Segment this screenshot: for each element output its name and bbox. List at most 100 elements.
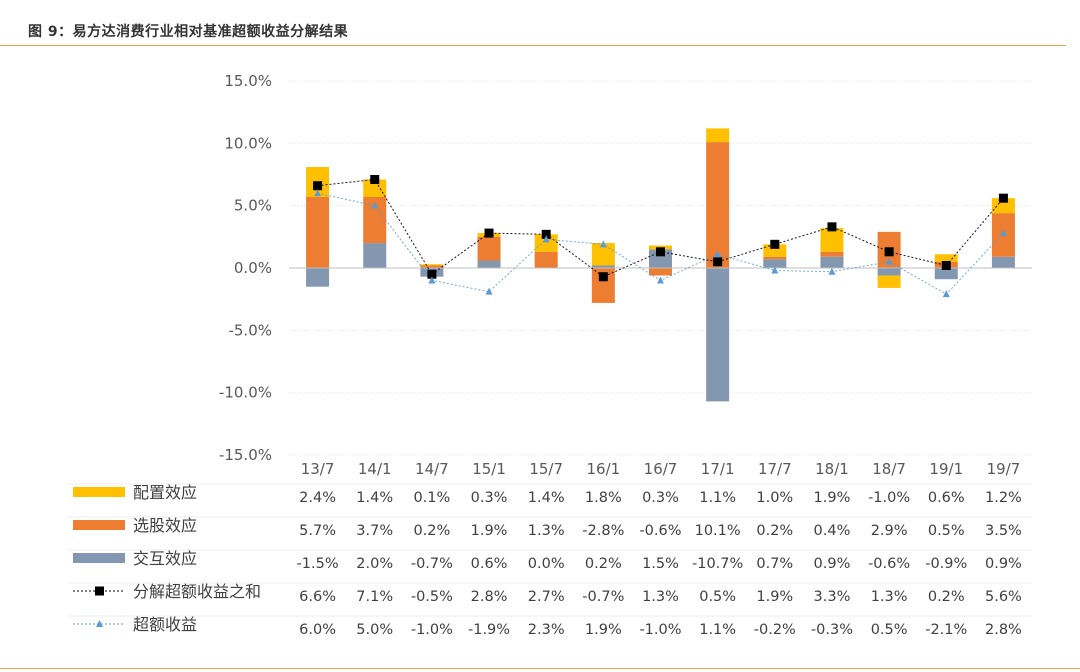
legend-swatch [73, 553, 125, 563]
legend-swatch [73, 520, 125, 530]
data-label: 5.7% [299, 523, 336, 539]
data-label: 0.5% [871, 622, 908, 638]
y-tick-label: -15.0% [219, 446, 272, 464]
data-label: 0.9% [985, 556, 1022, 572]
legend-swatch [73, 487, 125, 497]
bar-allocation [763, 244, 787, 257]
legend-label: 选股效应 [133, 516, 197, 535]
decomposed-sum-point [827, 222, 837, 232]
data-label: -1.0% [868, 490, 910, 506]
legend-label: 配置效应 [133, 483, 197, 502]
legend-marker-square [95, 586, 104, 596]
decomposed-sum-point [427, 269, 437, 279]
x-tick-label: 17/7 [758, 460, 792, 478]
data-label: -0.2% [754, 622, 796, 638]
data-label: 10.1% [695, 523, 741, 539]
data-label: 1.9% [756, 589, 793, 605]
data-label: 0.2% [756, 523, 793, 539]
decomposed-sum-point [541, 229, 551, 239]
data-label: 1.1% [699, 622, 736, 638]
data-label: 5.0% [356, 622, 393, 638]
bar-allocation [420, 264, 444, 266]
data-label: 0.5% [928, 523, 965, 539]
x-tick-label: 16/7 [644, 460, 678, 478]
data-label: -0.7% [582, 589, 624, 605]
bar-allocation [991, 198, 1015, 214]
bar-allocation [877, 275, 901, 288]
data-label: -2.8% [582, 523, 624, 539]
bar-allocation [591, 243, 615, 266]
bar-interaction [477, 260, 501, 268]
data-label: -0.9% [925, 556, 967, 572]
decomposed-sum-point [598, 272, 608, 282]
legend-label: 分解超额收益之和 [133, 582, 261, 601]
bar-selection [763, 256, 787, 260]
decomposed-sum-point [713, 257, 723, 267]
data-label: 3.7% [356, 523, 393, 539]
data-label: 1.1% [699, 490, 736, 506]
bar-interaction [591, 265, 615, 268]
excess-return-point [314, 189, 322, 197]
bar-selection [363, 196, 387, 244]
figure-header: 图 9：易方达消费行业相对基准超额收益分解结果 [0, 0, 1066, 46]
excess-return-point [657, 276, 664, 284]
data-label: 0.0% [528, 556, 565, 572]
data-label: 1.4% [356, 490, 393, 506]
x-tick-label: 15/1 [472, 460, 506, 478]
data-label: 0.3% [471, 490, 508, 506]
bar-selection [306, 196, 330, 268]
y-tick-label: 5.0% [234, 197, 272, 215]
bar-selection [820, 251, 844, 257]
bar-selection [477, 236, 501, 261]
bar-selection [649, 268, 672, 276]
data-label: 2.3% [528, 622, 565, 638]
x-tick-label: 15/7 [529, 460, 563, 478]
excess-return-point [885, 257, 893, 265]
bar-selection [706, 142, 730, 268]
excess-return-point [371, 201, 379, 209]
bar-allocation [534, 234, 558, 252]
x-tick-label: 16/1 [587, 460, 621, 478]
bar-allocation [363, 179, 387, 197]
bar-allocation [934, 254, 958, 262]
data-label: -0.3% [811, 622, 853, 638]
data-label: -0.5% [411, 589, 453, 605]
legend-marker-triangle [96, 620, 103, 627]
data-label: -0.7% [411, 556, 453, 572]
data-label: 0.5% [699, 589, 736, 605]
x-tick-label: 19/7 [987, 460, 1021, 478]
data-label: 0.6% [928, 490, 965, 506]
decomposed-sum-point [941, 261, 951, 271]
data-label: 5.6% [985, 589, 1022, 605]
data-label: 1.4% [528, 490, 565, 506]
data-label: 0.2% [928, 589, 965, 605]
excess-return-point [999, 229, 1007, 237]
data-label: -0.6% [868, 556, 910, 572]
y-axis-ticks: 15.0% 10.0% 5.0% 0.0% -5.0% -10.0% -15.0% [219, 72, 272, 464]
excess-return-point [828, 267, 836, 275]
bar-selection [591, 268, 615, 303]
data-label: 1.3% [528, 523, 565, 539]
data-label: 6.6% [299, 589, 336, 605]
decomposed-sum-point [770, 239, 780, 249]
data-label: 6.0% [299, 622, 336, 638]
data-label: -10.7% [692, 556, 743, 572]
excess-return-point [714, 250, 722, 258]
x-tick-label: 19/1 [929, 460, 963, 478]
excess-return-point [428, 276, 436, 284]
data-label: 2.8% [985, 622, 1022, 638]
data-label: 1.3% [871, 589, 908, 605]
data-label: 1.2% [985, 490, 1022, 506]
data-label: 0.2% [413, 523, 450, 539]
y-tick-label: 0.0% [234, 259, 272, 277]
decomposed-sum-point [484, 228, 494, 238]
x-tick-label: 14/1 [358, 460, 392, 478]
x-tick-label: 13/7 [301, 460, 335, 478]
data-label: 3.3% [814, 589, 851, 605]
data-label: 0.6% [471, 556, 508, 572]
bar-interaction [763, 259, 787, 268]
x-tick-label: 17/1 [701, 460, 735, 478]
data-label: 0.3% [642, 490, 679, 506]
data-label: 0.9% [814, 556, 851, 572]
